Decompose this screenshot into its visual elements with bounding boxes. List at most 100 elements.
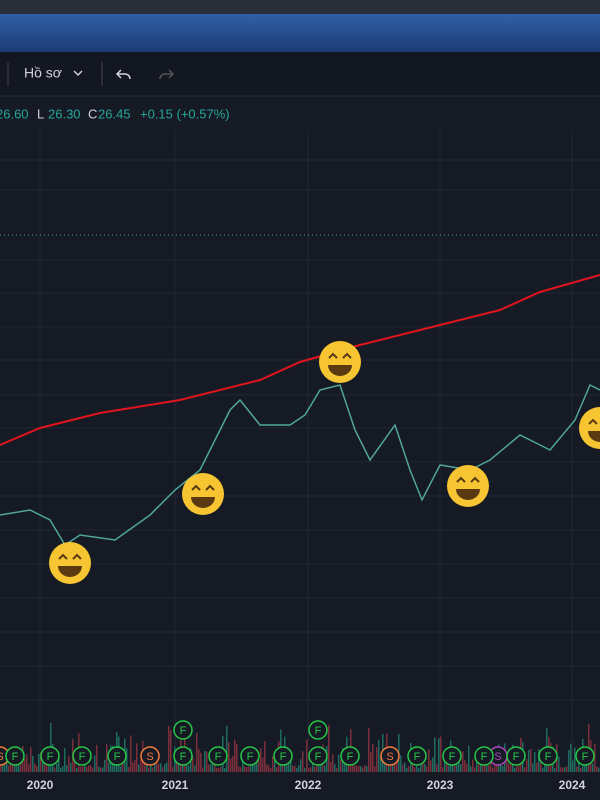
volume-bar (468, 745, 470, 772)
volume-bar (476, 761, 478, 772)
volume-bar (82, 766, 84, 772)
volume-bar (526, 759, 528, 772)
event-marker (40, 746, 60, 766)
volume-bar (594, 743, 596, 772)
volume-bar (558, 756, 560, 772)
undo-button[interactable] (115, 69, 131, 80)
time-axis (0, 772, 600, 800)
volume-bar (36, 765, 38, 772)
volume-bar (160, 763, 162, 772)
volume-bar (516, 766, 518, 772)
emoji (447, 465, 489, 507)
volume-bar (562, 767, 564, 772)
volume-bar (482, 761, 484, 772)
volume-bar (576, 766, 578, 772)
volume-bar (210, 764, 212, 772)
event-marker (575, 746, 595, 766)
volume-bar (474, 767, 476, 772)
volume-bar (74, 760, 76, 772)
volume-bar (324, 765, 326, 772)
volume-bar (266, 764, 268, 772)
volume-bar (80, 766, 82, 772)
event-marker (208, 746, 228, 766)
event-label: F (247, 751, 254, 763)
event-marker (407, 746, 427, 766)
volume-bar (138, 764, 140, 772)
volume-bar (234, 739, 236, 772)
volume-bar (64, 748, 66, 772)
volume-bar (120, 766, 122, 772)
volume-bar (40, 752, 42, 772)
volume-bar (232, 756, 234, 772)
volume-bar (340, 760, 342, 772)
volume-bar (282, 764, 284, 772)
volume-bar (570, 743, 572, 772)
volume-bar (98, 766, 100, 772)
moving-average (0, 274, 600, 446)
volume-bar (560, 767, 562, 772)
volume-bar (478, 764, 480, 772)
event-marker (107, 746, 127, 766)
volume-bar (286, 760, 288, 772)
volume-bar (400, 755, 402, 772)
volume-bar (294, 765, 296, 772)
volume-bar (304, 767, 306, 772)
volume-bar (366, 765, 368, 772)
event-label: F (47, 751, 54, 763)
event-label: F (114, 751, 121, 763)
volume-bar (28, 764, 30, 772)
top-strip (0, 0, 600, 14)
volume-bar (54, 767, 56, 772)
volume-bar (370, 752, 372, 772)
volume-bar (332, 754, 334, 772)
volume-bar (542, 767, 544, 772)
volume-bar (436, 764, 438, 772)
x-label: 2022 (295, 778, 322, 792)
volume-bar (460, 764, 462, 772)
volume-bar (406, 767, 408, 772)
event-marker (173, 720, 193, 740)
volume-bar (224, 767, 226, 772)
event-marker (273, 746, 293, 766)
toolbar (0, 52, 600, 96)
event-label: S (0, 751, 4, 763)
event-label: F (79, 751, 86, 763)
volume-bar (354, 765, 356, 772)
event-marker (240, 746, 260, 766)
volume-bar (500, 762, 502, 772)
volume-bar (70, 762, 72, 772)
volume-bar (472, 759, 474, 772)
volume-bar (26, 754, 28, 772)
volume-bar (416, 762, 418, 772)
volume-bar (510, 764, 512, 772)
volume-bar (148, 767, 150, 772)
x-label: 2020 (27, 778, 54, 792)
volume-bar (152, 767, 154, 772)
volume-bar (238, 766, 240, 772)
event-marker (308, 720, 328, 740)
volume-bar (378, 739, 380, 772)
volume-bar (368, 727, 370, 772)
redo-button[interactable] (159, 69, 175, 80)
close-value: 26.45 (98, 106, 131, 121)
event-label: F (414, 751, 421, 763)
volume-bar (176, 763, 178, 772)
emoji-eyes (191, 484, 215, 491)
profile-button[interactable]: Hồ sơ (24, 65, 62, 81)
event-label: S (386, 751, 393, 763)
volume-bar (88, 765, 90, 772)
volume-bar (598, 767, 600, 772)
x-axis-labels: 2020 2021 2022 2023 2024 (27, 778, 586, 792)
volume-bar (144, 760, 146, 772)
volume-bar (38, 753, 40, 772)
volume-bar (538, 749, 540, 772)
volume-bar (16, 765, 18, 772)
volume-bar (136, 743, 138, 772)
volume-bar (240, 767, 242, 772)
volume-bar (524, 767, 526, 772)
volume-bar (140, 759, 142, 772)
volume-bar (212, 761, 214, 772)
volume-bar (186, 758, 188, 772)
